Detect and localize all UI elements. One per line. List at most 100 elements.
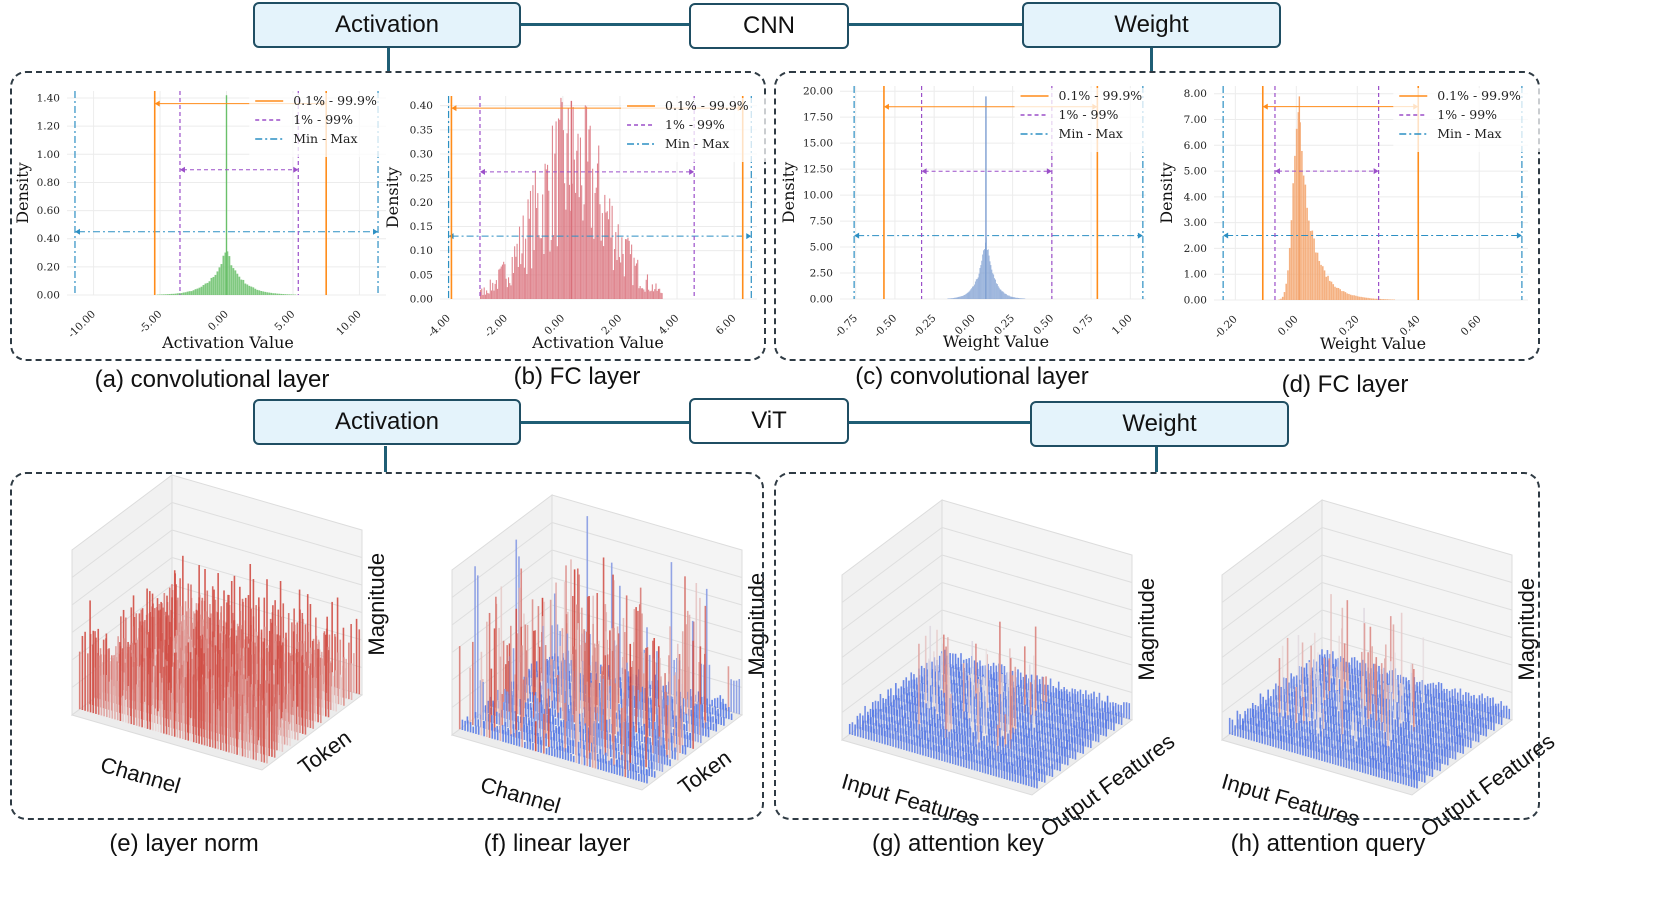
histogram-bar <box>1006 294 1007 299</box>
histogram-bar <box>503 261 505 299</box>
histogram-bar <box>498 269 500 299</box>
histogram-bar <box>1362 297 1364 300</box>
histogram-bar <box>1288 247 1291 300</box>
histogram-bar <box>575 192 577 299</box>
histogram-bar <box>956 297 958 299</box>
legend-box <box>621 98 772 162</box>
histogram-bar <box>264 291 267 295</box>
arrow-head-left <box>154 100 160 107</box>
histogram-bar <box>1315 252 1317 300</box>
histogram-bar <box>1001 291 1003 299</box>
histogram-bar <box>1297 112 1300 300</box>
ytick-label: 0.20 <box>37 261 60 273</box>
histogram-bar <box>198 287 201 295</box>
histogram-d: 0.00 1.00 2.00 3.00 4.00 5.00 6.00 7.00 8.00 -0.2… <box>1157 86 1544 353</box>
histogram-bar <box>549 251 551 299</box>
histogram-bar <box>554 153 556 299</box>
histogram-bar <box>582 220 584 299</box>
wall-grid <box>1321 609 1513 666</box>
histogram-bar <box>577 133 579 299</box>
histogram-bar <box>601 213 603 299</box>
histogram-bar <box>999 289 1001 299</box>
histogram-bar <box>600 240 602 299</box>
histogram-bar <box>518 226 521 299</box>
arrow-head-right <box>746 233 752 240</box>
histogram-bar <box>272 293 275 295</box>
histogram-bar <box>609 198 611 299</box>
histogram-bar <box>1008 295 1010 299</box>
histogram-bar <box>1018 298 1020 299</box>
histogram-c: 0.00 2.50 5.00 7.50 10.00 12.50 15.00 17.50 20.0… <box>779 86 1165 351</box>
ytick-label: 6.00 <box>1184 140 1207 152</box>
xtick-label: -10.00 <box>66 308 98 340</box>
cnn-center-header: CNN <box>689 3 849 49</box>
histogram-bar <box>971 288 973 299</box>
wall-grid <box>1221 527 1323 603</box>
histogram-bar <box>653 291 655 299</box>
wall-grid <box>171 529 363 586</box>
histogram-bar <box>1342 291 1345 300</box>
histogram-bar <box>526 274 528 299</box>
histogram-bar <box>1302 175 1305 300</box>
histogram-bar <box>1335 287 1338 300</box>
histogram-bar <box>537 193 539 299</box>
histogram-bar <box>974 281 976 299</box>
histogram-bar <box>168 294 171 295</box>
histogram-bar <box>982 254 984 299</box>
histogram-bar <box>1280 298 1282 300</box>
caption-g: (g) attention key <box>871 830 1045 857</box>
wall-grid <box>551 577 743 633</box>
histogram-bar <box>1007 295 1009 299</box>
xtick-label: 0.60 <box>1459 313 1484 338</box>
histogram-bar <box>242 279 245 295</box>
cnn-activation-header: Activation <box>253 2 521 48</box>
histogram-bar <box>949 298 951 299</box>
histogram-bar <box>996 283 997 299</box>
histogram-bar <box>1370 298 1373 300</box>
histogram-bar <box>492 282 494 299</box>
ytick-label: 0.35 <box>410 124 433 136</box>
legend-box <box>1393 88 1544 152</box>
histogram-bar <box>562 130 564 299</box>
histogram-bar <box>515 256 517 299</box>
histogram-bar <box>977 277 979 299</box>
histogram-bar <box>970 289 972 299</box>
histogram-bar <box>1327 275 1329 300</box>
histogram-bar <box>1290 220 1293 300</box>
histogram-bar <box>592 168 594 299</box>
vit-weight-header: Weight <box>1030 401 1289 447</box>
histogram-bar <box>1278 299 1281 300</box>
wall-grid <box>1321 527 1513 583</box>
histogram-bar <box>1322 266 1324 300</box>
histogram-bar <box>525 238 527 299</box>
histogram-bar <box>1016 297 1017 299</box>
histogram-bar <box>596 163 599 299</box>
y-axis-label: Density <box>1157 162 1176 223</box>
wall-grid <box>551 522 743 578</box>
ytick-label: 1.20 <box>37 121 60 133</box>
histogram-bar <box>490 290 493 299</box>
histogram-bar <box>1006 295 1008 299</box>
histogram-bar <box>955 297 957 299</box>
histogram-bar <box>587 161 589 299</box>
ytick-label: 5.00 <box>810 242 833 254</box>
histogram-bar <box>1287 270 1289 300</box>
xtick-label: -2.00 <box>483 312 511 340</box>
histogram-bar <box>576 150 578 299</box>
x-axis-label: Activation Value <box>531 333 664 352</box>
histogram-bar <box>622 253 624 299</box>
ytick-label: 0.40 <box>410 100 433 112</box>
histogram-bar <box>274 293 277 295</box>
histogram-bar <box>1330 281 1333 300</box>
histogram-bar <box>961 296 963 299</box>
histogram-bar <box>495 280 497 299</box>
histogram-bar <box>522 215 524 299</box>
ytick-label: 0.10 <box>410 245 433 257</box>
histogram-bar <box>559 119 561 299</box>
xtick-label: 10.00 <box>334 308 364 338</box>
histogram-bar <box>1346 293 1348 300</box>
wall-grid <box>71 557 173 633</box>
histogram-bar <box>998 287 1000 299</box>
histogram-bar <box>1301 150 1303 300</box>
